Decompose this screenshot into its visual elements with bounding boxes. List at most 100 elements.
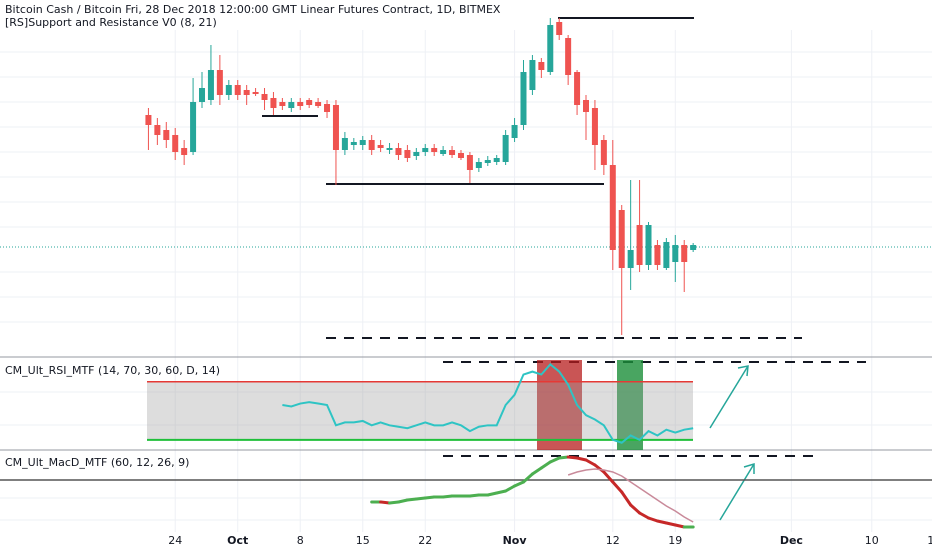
candle-body (199, 88, 206, 102)
candle-body (440, 150, 447, 154)
candle-body (583, 100, 589, 112)
x-tick-label: 8 (297, 534, 304, 547)
candle-body (600, 140, 607, 165)
candle-body (449, 150, 456, 155)
candle-body (163, 130, 170, 140)
support-resistance (262, 17, 866, 457)
candle-body (431, 148, 438, 152)
candle-body (663, 242, 670, 268)
x-tick-label: 24 (168, 534, 182, 547)
macd-line-segment (593, 463, 606, 474)
vertical-grid (174, 30, 873, 532)
candle-body (565, 38, 572, 75)
macd-line-segment (647, 516, 659, 523)
macd-line-segment (575, 456, 588, 462)
candle-body (190, 102, 197, 152)
candle-body (145, 115, 152, 125)
macd-line-segment (495, 489, 508, 495)
macd-line-segment (539, 460, 552, 470)
arrows (709, 365, 755, 521)
candle-body (315, 102, 322, 106)
x-tick-label: 12 (606, 534, 620, 547)
candle-body (520, 72, 527, 125)
candle-body (457, 153, 464, 158)
candle-body (422, 148, 429, 152)
signal-line (567, 468, 694, 523)
x-tick-label: 10 (865, 534, 879, 547)
macd-line-segment (530, 466, 543, 476)
candle-body (511, 125, 518, 138)
candle-body (306, 100, 313, 105)
macd-line-segment (673, 523, 686, 529)
candle-body (207, 70, 214, 100)
candle-body (234, 85, 241, 95)
candle-body (475, 162, 482, 168)
candle-body (654, 245, 661, 265)
candle-body (332, 105, 339, 150)
indicator-label: [RS]Support and Resistance V0 (8, 21) (5, 16, 217, 29)
x-tick-label: 22 (418, 534, 432, 547)
x-tick-label: Oct (227, 534, 248, 547)
macd-line-segment (602, 470, 615, 484)
macd-line-segment (521, 472, 534, 484)
candle-body (690, 245, 697, 250)
candle-body (181, 148, 188, 155)
macd-line-segment (629, 503, 642, 515)
candle-body (591, 108, 598, 145)
candle-body (395, 148, 402, 155)
candle-body (529, 60, 536, 90)
candle-body (645, 225, 652, 265)
macd-line-segment (486, 491, 499, 497)
candle-body (493, 158, 500, 162)
candle-body (484, 160, 491, 163)
macd-line-segment (611, 480, 624, 494)
candle-body (172, 135, 179, 152)
candle-body (502, 135, 509, 162)
macd-line-segment (655, 519, 668, 525)
x-tick-label: Dec (780, 534, 803, 547)
candle-body (547, 25, 554, 72)
macd-line-segment (513, 480, 525, 488)
macd-line-segment (548, 456, 561, 464)
candle-body (466, 155, 473, 170)
chart-title: Bitcoin Cash / Bitcoin Fri, 28 Dec 2018 … (5, 3, 501, 16)
candle-body (404, 150, 411, 158)
candle-body (225, 85, 232, 95)
candle-body (261, 94, 268, 100)
candle-body (359, 140, 366, 145)
macd-line-segment (638, 511, 651, 520)
candle-body (386, 148, 393, 150)
candle-body (413, 152, 420, 156)
candle-body (627, 250, 634, 268)
x-tick-label: Nov (503, 534, 528, 547)
candle-body (574, 72, 581, 105)
rsi-line (282, 362, 694, 444)
candle-body (154, 125, 161, 135)
candle-body (288, 102, 295, 108)
candle-body (538, 62, 545, 70)
rsi-title: CM_Ult_RSI_MTF (14, 70, 30, 60, D, 14) (5, 364, 220, 377)
x-tick-label: 19 (668, 534, 682, 547)
candle-body (636, 225, 643, 265)
macd-line-segment (584, 458, 597, 467)
candle-body (368, 140, 375, 150)
rsi-band (147, 381, 693, 440)
candle-body (672, 245, 679, 262)
candle-body (618, 210, 625, 268)
macd-line-segment (620, 490, 633, 507)
macd-line-segment (396, 498, 409, 504)
macd-title: CM_Ult_MacD_MTF (60, 12, 26, 9) (5, 456, 189, 469)
candle-body (324, 104, 331, 112)
candle-body (216, 70, 223, 95)
rsi-overbought-highlight (537, 360, 582, 450)
candle-body (350, 142, 357, 145)
candle-body (609, 165, 616, 250)
candle-body (297, 102, 304, 106)
x-tick-label: 15 (356, 534, 370, 547)
candle-body (270, 98, 277, 108)
candle-body (377, 145, 384, 148)
candle-body (556, 22, 563, 35)
macd-line-segment (664, 521, 677, 527)
